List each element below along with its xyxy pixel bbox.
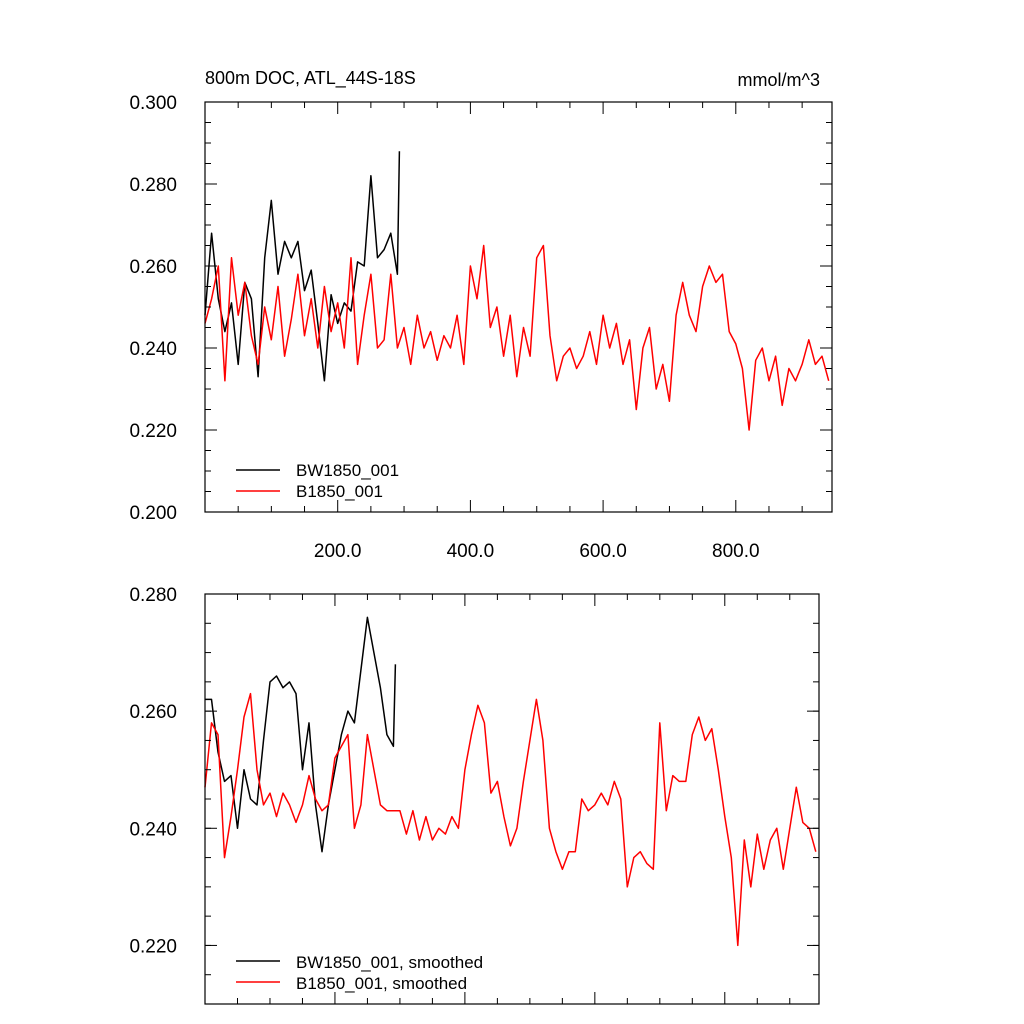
bottom-y-tick-label: 0.240 — [129, 819, 177, 840]
bottom-series-line-0 — [205, 616, 397, 853]
top-y-tick-label: 0.260 — [129, 257, 177, 278]
bottom-legend-label-0: BW1850_001, smoothed — [296, 953, 483, 972]
top-x-tick-label: 200.0 — [314, 541, 362, 562]
bottom-y-tick-label: 0.260 — [129, 702, 177, 723]
top-panel: 800m DOC, ATL_44S-18S mmol/m^3 0.200 0.22… — [129, 68, 833, 562]
bottom-legend: BW1850_001, smoothed B1850_001, smoothed — [236, 953, 483, 993]
top-series-line-0 — [204, 151, 401, 382]
bottom-y-tick-label: 0.280 — [129, 585, 177, 606]
bottom-legend-label-1: B1850_001, smoothed — [296, 974, 467, 993]
top-x-tick-label: 600.0 — [579, 541, 627, 562]
top-legend-label-0: BW1850_001 — [296, 461, 399, 480]
top-legend-label-1: B1850_001 — [296, 482, 383, 501]
top-y-tick-label: 0.240 — [129, 339, 177, 360]
top-x-tick-label: 400.0 — [447, 541, 495, 562]
top-plot-frame — [204, 101, 833, 513]
bottom-axis-ticks: 0.220 0.240 0.260 0.280 — [129, 585, 819, 1005]
top-series-line-1 — [204, 244, 830, 431]
bottom-series-group — [204, 616, 817, 947]
top-legend: BW1850_001 B1850_001 — [236, 461, 399, 501]
top-x-tick-label: 800.0 — [712, 541, 760, 562]
top-panel-units: mmol/m^3 — [738, 70, 820, 90]
bottom-plot-frame — [204, 593, 820, 1005]
top-y-tick-label: 0.200 — [129, 503, 177, 524]
bottom-series-line-1 — [204, 692, 817, 947]
bottom-y-tick-label: 0.220 — [129, 936, 177, 957]
top-y-tick-label: 0.300 — [129, 93, 177, 114]
top-panel-title: 800m DOC, ATL_44S-18S — [205, 68, 416, 89]
top-y-tick-label: 0.280 — [129, 175, 177, 196]
bottom-panel: 0.220 0.240 0.260 0.280 BW1850_001, smoothe… — [129, 585, 820, 1005]
top-y-tick-label: 0.220 — [129, 421, 177, 442]
top-series-group — [204, 151, 830, 431]
